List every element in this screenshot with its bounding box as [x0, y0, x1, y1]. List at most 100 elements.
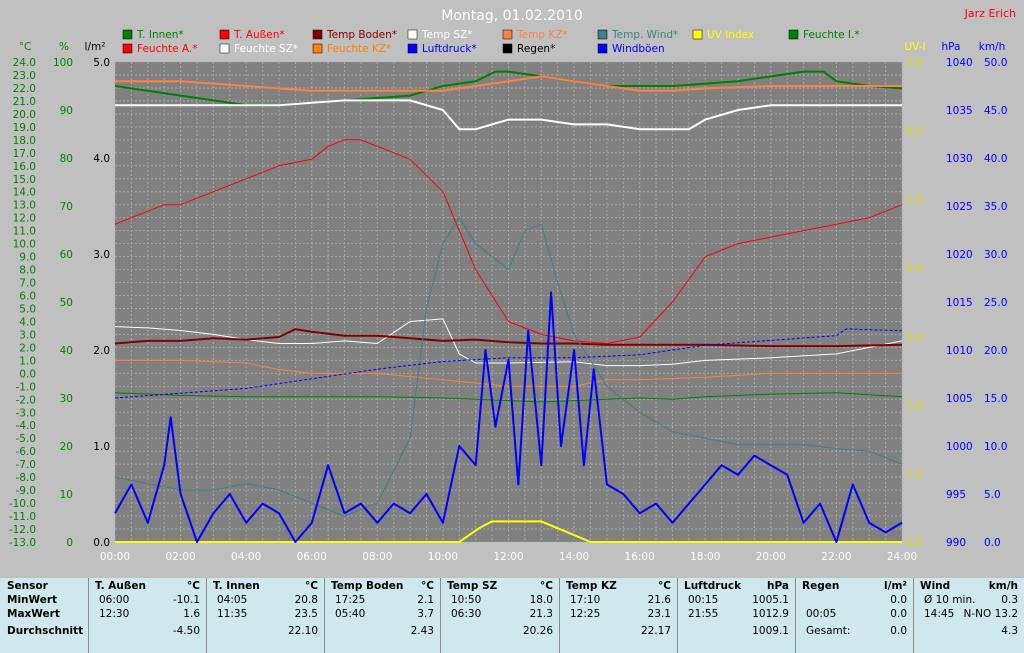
wind-axis-unit: km/h	[979, 41, 1006, 53]
legend-item: UV Index	[707, 29, 754, 41]
temp-tick-label: 7.0	[19, 278, 36, 290]
wind-tick-label: 5.0	[984, 489, 1001, 501]
temp-tick-label: 20.0	[13, 109, 36, 121]
stats-col-title: T. Außen	[95, 580, 146, 592]
legend-item: Luftdruck*	[422, 43, 477, 55]
stats-row-label: Durchschnitt	[7, 625, 84, 637]
stats-column: Wind km/h Ø 10 min. 0.3 14:45 N-NO 13.2 4.3	[914, 578, 1024, 653]
stats-col-title: Temp KZ	[566, 580, 617, 592]
stats-col-unit: °C	[421, 580, 434, 592]
uv-tick-label: 4.0	[906, 263, 923, 275]
wind-tick-label: 30.0	[984, 249, 1007, 261]
temp-tick-label: 19.0	[13, 122, 36, 134]
uv-axis-unit: UV-I	[904, 41, 925, 53]
humidity-tick-label: 20	[60, 441, 73, 453]
stats-min-time: Ø 10 min.	[924, 594, 976, 606]
temp-tick-label: 17.0	[13, 148, 36, 160]
time-tick-label: 14:00	[559, 551, 589, 563]
uv-tick-label: 2.0	[906, 400, 923, 412]
temp-tick-label: 8.0	[19, 265, 36, 277]
legend-item: T. Außen*	[233, 29, 285, 41]
temp-tick-label: 14.0	[13, 187, 36, 199]
temp-tick-label: 12.0	[13, 213, 36, 225]
legend-item: Temp SZ*	[421, 29, 472, 41]
pressure-axis-unit: hPa	[942, 41, 961, 53]
uv-tick-label: 3.0	[906, 331, 923, 343]
series-line	[114, 318, 903, 367]
temp-tick-label: -4.0	[16, 420, 37, 432]
weather-chart: Montag, 01.02.2010 Jarz Erich T. Innen* T…	[9, 7, 1016, 563]
stats-max-time: 14:45	[924, 608, 955, 620]
temp-tick-label: 3.0	[19, 329, 36, 341]
legend-item: Feuchte KZ*	[327, 43, 391, 55]
stats-col-unit: °C	[540, 580, 553, 592]
stats-max-value: 1012.9	[752, 608, 789, 620]
stats-column: Temp KZ °C 17:10 21.6 12:25 23.1 22.17	[560, 578, 678, 653]
stats-min-value: 18.0	[529, 594, 553, 606]
stats-min-value: 21.6	[647, 594, 671, 606]
author-label: Jarz Erich	[964, 7, 1016, 20]
legend-swatch	[122, 43, 133, 54]
stats-max-value: 1.6	[183, 608, 200, 620]
wind-tick-label: 40.0	[984, 153, 1007, 165]
temp-tick-label: -2.0	[16, 394, 37, 406]
humidity-axis-unit: %	[59, 41, 69, 53]
pressure-tick-label: 995	[946, 489, 966, 501]
stats-min-time: 17:25	[335, 594, 366, 606]
legend-swatch	[312, 29, 323, 40]
rain-tick-label: 2.0	[93, 345, 110, 357]
series-line	[115, 520, 902, 543]
humidity-tick-label: 10	[60, 489, 73, 501]
statistics-panel: Sensor MinWert MaxWert Durchschnitt T. Außen…	[0, 578, 1024, 653]
legend-item: Temp KZ*	[516, 29, 568, 41]
series-line	[115, 75, 902, 92]
wind-tick-label: 0.0	[984, 537, 1001, 549]
temp-tick-label: 13.0	[13, 200, 36, 212]
stats-min-time: 04:05	[217, 594, 248, 606]
humidity-tick-label: 30	[60, 393, 73, 405]
legend-swatch	[788, 29, 799, 40]
temp-tick-label: 21.0	[13, 96, 36, 108]
legend-swatch	[219, 29, 230, 40]
temp-tick-label: 23.0	[13, 70, 36, 82]
temp-tick-label: 0.0	[19, 368, 36, 380]
time-tick-label: 12:00	[493, 551, 523, 563]
temp-tick-label: -5.0	[16, 433, 37, 445]
stats-avg-value: 22.17	[640, 625, 671, 637]
temp-tick-label: 10.0	[13, 239, 36, 251]
temp-axis-unit: °C	[19, 41, 32, 53]
stats-min-time: 00:15	[688, 594, 719, 606]
chart-title: Montag, 01.02.2010	[441, 8, 583, 24]
series-line	[115, 99, 902, 131]
temp-tick-label: 9.0	[19, 252, 36, 264]
stats-max-time: 05:40	[335, 608, 366, 620]
time-tick-label: 22:00	[821, 551, 851, 563]
temp-tick-label: 18.0	[13, 135, 36, 147]
series-line	[114, 328, 903, 348]
legend-item: T. Innen*	[136, 29, 184, 41]
pressure-tick-label: 1035	[946, 105, 973, 117]
stats-min-value: 0.3	[1001, 594, 1018, 606]
time-tick-label: 18:00	[690, 551, 720, 563]
legend-item: Feuchte I.*	[803, 29, 860, 41]
time-tick-label: 20:00	[756, 551, 786, 563]
series-line	[114, 139, 903, 344]
legend-swatch	[597, 43, 608, 54]
temp-tick-label: 24.0	[13, 57, 36, 69]
pressure-tick-label: 1040	[946, 57, 973, 69]
stats-col-unit: °C	[658, 580, 671, 592]
stats-row-label: MinWert	[7, 594, 58, 606]
stats-avg-label: Gesamt:	[806, 625, 851, 637]
axes: °C24.023.022.021.020.019.018.017.016.015…	[9, 41, 1008, 563]
legend-item: Temp Boden*	[326, 29, 397, 41]
time-tick-label: 08:00	[362, 551, 392, 563]
temp-tick-label: 2.0	[19, 342, 36, 354]
pressure-tick-label: 1020	[946, 249, 973, 261]
stats-column: Temp SZ °C 10:50 18.0 06:30 21.3 20.26	[441, 578, 560, 653]
pressure-tick-label: 1010	[946, 345, 973, 357]
legend-item: Windböen	[612, 43, 665, 55]
legend-swatch	[312, 43, 323, 54]
stats-max-time: 06:30	[451, 608, 482, 620]
wind-tick-label: 35.0	[984, 201, 1007, 213]
temp-tick-label: 11.0	[13, 226, 36, 238]
